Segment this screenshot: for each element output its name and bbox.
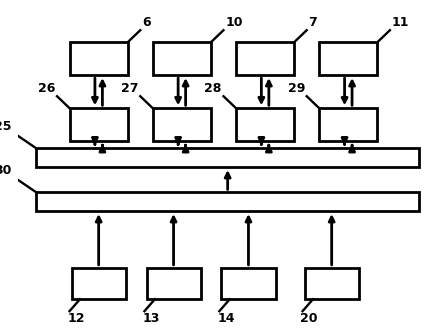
- Text: 28: 28: [205, 82, 222, 95]
- Bar: [71, 268, 126, 299]
- Text: 10: 10: [225, 16, 243, 29]
- Text: 30: 30: [0, 164, 11, 177]
- Text: 14: 14: [217, 312, 235, 325]
- Bar: [36, 192, 419, 211]
- Text: 7: 7: [308, 16, 317, 29]
- Bar: [304, 268, 359, 299]
- Bar: [153, 42, 211, 75]
- Text: 26: 26: [38, 82, 55, 95]
- Text: 12: 12: [67, 312, 85, 325]
- Text: 6: 6: [142, 16, 151, 29]
- Bar: [36, 148, 419, 167]
- Bar: [319, 108, 378, 141]
- Bar: [153, 108, 211, 141]
- Text: 13: 13: [142, 312, 160, 325]
- Bar: [319, 42, 378, 75]
- Text: 25: 25: [0, 119, 11, 132]
- Bar: [236, 108, 294, 141]
- Bar: [222, 268, 276, 299]
- Bar: [146, 268, 201, 299]
- Text: 29: 29: [288, 82, 305, 95]
- Text: 27: 27: [121, 82, 138, 95]
- Bar: [70, 108, 128, 141]
- Text: 11: 11: [392, 16, 409, 29]
- Bar: [70, 42, 128, 75]
- Bar: [236, 42, 294, 75]
- Text: 20: 20: [300, 312, 318, 325]
